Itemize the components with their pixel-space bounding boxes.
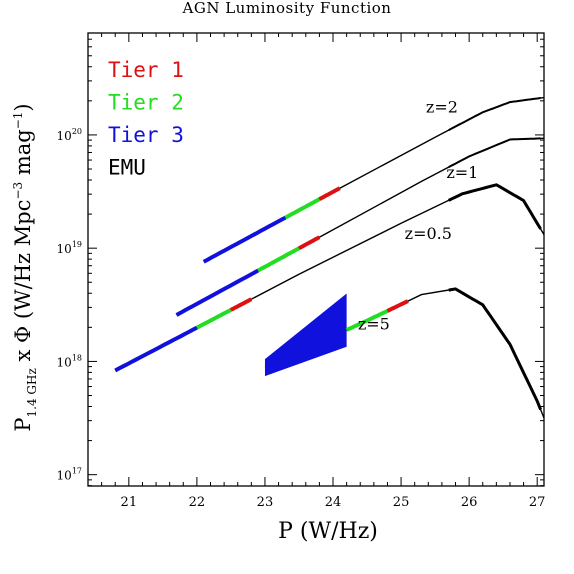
tier-segment [345, 309, 389, 332]
tier-segment [195, 308, 232, 330]
curve-label: z=5 [358, 315, 390, 334]
legend-label: Tier 2 [108, 91, 184, 115]
x-axis-label: P (W/Hz) [278, 519, 378, 544]
emu-curve-tail [448, 137, 541, 168]
tier-segment [297, 235, 321, 251]
curve-label: z=1 [446, 163, 478, 182]
legend-label: EMU [108, 156, 146, 180]
y-tick-label: 1017 [57, 467, 82, 483]
curve-label: z=2 [426, 97, 458, 116]
tier-segment [229, 297, 253, 312]
x-tick-label: 26 [461, 495, 478, 510]
tier-segment [318, 186, 341, 201]
emu-curve-tail [448, 183, 542, 230]
tier-segment [284, 197, 321, 220]
x-tick-label: 24 [325, 495, 342, 510]
tier-segment [386, 299, 409, 313]
tier-segment [175, 268, 260, 317]
x-tick-label: 22 [189, 495, 206, 510]
x-tick-label: 21 [121, 495, 138, 510]
curve-label: z=0.5 [405, 224, 452, 243]
emu-curve [176, 137, 545, 316]
tier-band [264, 293, 347, 377]
legend-label: Tier 3 [108, 123, 184, 147]
y-axis-label: P1.4 GHz x Φ (W/Hz Mpc−3 mag−1) [11, 103, 39, 431]
y-tick-label: 1020 [57, 127, 82, 143]
y-tick-label: 1019 [57, 240, 82, 256]
tier-segment [202, 215, 287, 264]
emu-curve-tail [448, 287, 542, 411]
x-tick-label: 25 [393, 495, 410, 510]
y-tick-label: 1018 [57, 353, 82, 369]
legend-label: Tier 1 [108, 58, 184, 82]
tier-segment [257, 246, 300, 273]
tier-segment [114, 325, 198, 373]
x-tick-label: 27 [529, 495, 546, 510]
chart-title: AGN Luminosity Function [182, 0, 392, 17]
emu-curve-tail [448, 97, 541, 131]
x-tick-label: 23 [257, 495, 274, 510]
